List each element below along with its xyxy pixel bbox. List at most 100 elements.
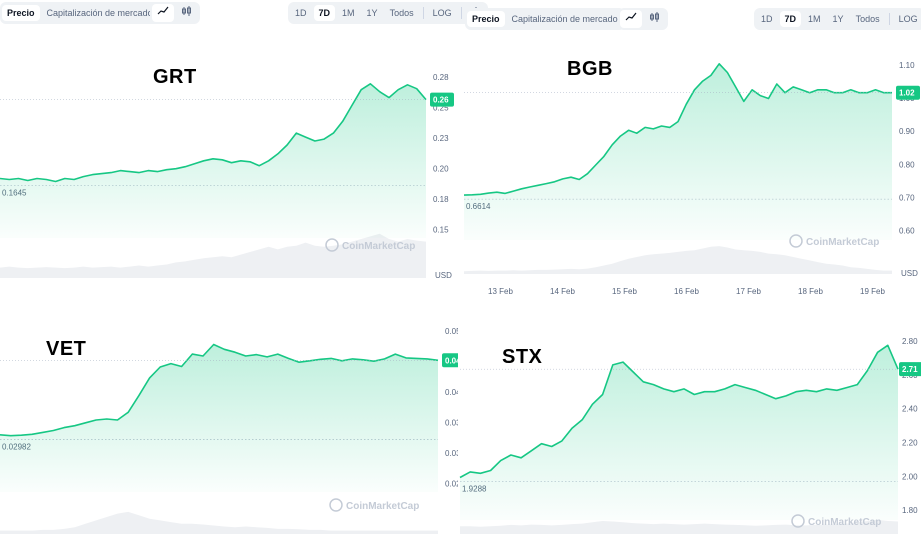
volume-area: [464, 246, 892, 274]
current-price-badge: [896, 85, 920, 100]
range-selector-grt: 1D 7D 1M 1Y Todos LOG: [288, 2, 488, 24]
price-line: [0, 83, 427, 183]
ticker-label: GRT: [153, 66, 197, 88]
ticker-label: BGB: [567, 58, 613, 80]
cmc-logo-icon: [789, 234, 803, 248]
y-tick-label: 0.15: [433, 226, 449, 235]
price-area-fill: [464, 63, 892, 240]
coinmarketcap-watermark: CoinMarketCap: [325, 238, 415, 252]
y-tick-label: 1.80: [902, 506, 918, 515]
range-1d[interactable]: 1D: [761, 14, 773, 24]
candle-chart-icon[interactable]: [176, 4, 198, 22]
candle-chart-icon[interactable]: [644, 10, 666, 28]
y-tick-label: 0.20: [433, 165, 449, 174]
y-tick-label: 0.25: [433, 104, 449, 113]
current-price-label: 0.04: [445, 356, 458, 365]
x-tick-label: 18 Feb: [798, 287, 823, 296]
price-chart-stx: 2.802.602.402.202.001.801.92882.71CoinMa…: [459, 337, 921, 534]
current-price-label: 1.02: [899, 89, 915, 98]
cmc-logo-icon: [791, 514, 805, 528]
range-selector-bgb: 1D 7D 1M 1Y Todos LOG: [754, 8, 921, 30]
currency-unit: USD: [901, 269, 918, 278]
watermark-text: CoinMarketCap: [808, 517, 881, 528]
current-price-label: 2.71: [902, 365, 918, 374]
range-1d[interactable]: 1D: [295, 8, 307, 18]
y-tick-label: 2.00: [902, 472, 918, 481]
y-tick-label: 0.02: [445, 480, 458, 489]
price-chart-grt: 0.280.250.230.200.180.150.16450.26USDCoi…: [0, 73, 454, 280]
range-1m[interactable]: 1M: [342, 8, 355, 18]
y-tick-label: 0.03: [445, 419, 458, 428]
currency-unit: USD: [435, 271, 452, 280]
volume-area: [0, 511, 438, 534]
price-area-fill: [0, 344, 438, 492]
x-tick-label: 15 Feb: [612, 287, 637, 296]
y-tick-label: 2.80: [902, 337, 918, 346]
watermark-text: CoinMarketCap: [346, 501, 419, 512]
y-tick-label: 0.03: [445, 449, 458, 458]
chart-style-toggle-grt: [150, 2, 200, 24]
current-price-badge: [430, 92, 454, 107]
range-1y[interactable]: 1Y: [366, 8, 378, 18]
cmc-logo-icon: [329, 498, 343, 512]
tab-precio[interactable]: Precio: [467, 11, 505, 27]
divider: [888, 13, 890, 25]
coinmarketcap-watermark: CoinMarketCap: [329, 498, 419, 512]
y-tick-label: 0.28: [433, 73, 449, 82]
chart-style-toggle-bgb: [618, 8, 668, 30]
chart-type-tabs-grt: Precio Capitalización de mercado: [0, 2, 160, 24]
ticker-label: VET: [46, 338, 87, 360]
range-todos[interactable]: Todos: [855, 14, 880, 24]
y-tick-label: 2.20: [902, 438, 918, 447]
tab-precio[interactable]: Precio: [2, 5, 40, 21]
y-tick-label: 0.23: [433, 134, 449, 143]
x-tick-label: 16 Feb: [674, 287, 699, 296]
line-chart-icon[interactable]: [152, 4, 174, 22]
volume-area: [0, 233, 426, 278]
price-line: [463, 63, 892, 196]
log-toggle[interactable]: LOG: [432, 8, 452, 18]
range-1y[interactable]: 1Y: [832, 14, 844, 24]
range-todos[interactable]: Todos: [389, 8, 414, 18]
y-tick-label: 1.10: [899, 61, 915, 70]
tab-capitalizacion[interactable]: Capitalización de mercado: [511, 14, 618, 24]
price-chart-vet: 0.050.040.040.030.030.020.029820.04CoinM…: [0, 327, 458, 534]
divider: [422, 7, 424, 19]
line-chart-icon[interactable]: [620, 10, 642, 28]
chart-panel-grt: 0.280.250.230.200.180.150.16450.26USDCoi…: [0, 40, 458, 286]
y-tick-label: 0.90: [899, 127, 915, 136]
price-area-fill: [0, 83, 426, 238]
watermark-text: CoinMarketCap: [806, 237, 879, 248]
range-1m[interactable]: 1M: [808, 14, 821, 24]
y-tick-label: 0.80: [899, 160, 915, 169]
x-tick-label: 14 Feb: [550, 287, 575, 296]
volume-area: [460, 519, 898, 534]
coinmarketcap-watermark: CoinMarketCap: [789, 234, 879, 248]
watermark-text: CoinMarketCap: [342, 241, 415, 252]
tab-capitalizacion[interactable]: Capitalización de mercado: [46, 8, 153, 18]
chart-panel-vet: 0.050.040.040.030.030.020.029820.04CoinM…: [0, 300, 458, 534]
y-tick-label: 0.70: [899, 193, 915, 202]
x-tick-label: 17 Feb: [736, 287, 761, 296]
range-7d[interactable]: 7D: [313, 5, 336, 21]
y-tick-label: 0.60: [899, 226, 915, 235]
price-area-fill: [460, 345, 898, 520]
current-price-label: 0.26: [433, 96, 449, 105]
range-7d[interactable]: 7D: [779, 11, 802, 27]
divider: [460, 7, 462, 19]
ticker-label: STX: [502, 346, 543, 368]
price-line: [459, 344, 899, 479]
current-price-badge: [899, 362, 921, 377]
y-tick-label: 0.05: [445, 327, 458, 336]
current-price-badge: [442, 353, 458, 368]
y-tick-label: 0.04: [445, 388, 458, 397]
coinmarketcap-watermark: CoinMarketCap: [791, 514, 881, 528]
log-toggle[interactable]: LOG: [898, 14, 918, 24]
price-line: [0, 343, 439, 437]
chart-panel-stx: 2.802.602.402.202.001.801.92882.71CoinMa…: [458, 322, 921, 534]
x-tick-label: 19 Feb: [860, 287, 885, 296]
y-tick-label: 0.18: [433, 195, 449, 204]
x-tick-label: 13 Feb: [488, 287, 513, 296]
